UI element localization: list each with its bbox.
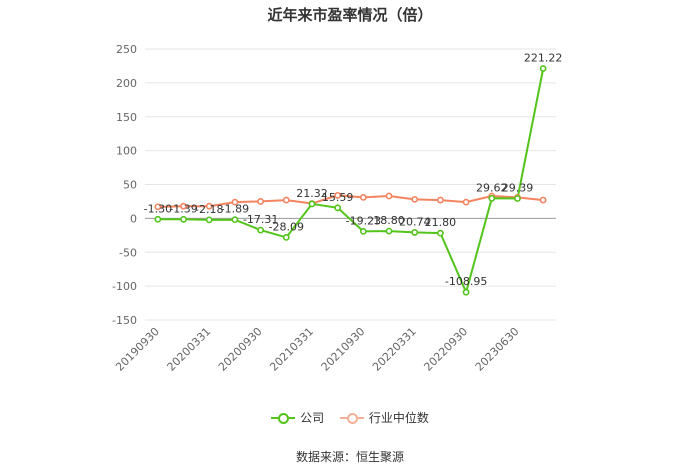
industry-data-point xyxy=(154,203,162,211)
company-data-label: 15.59 xyxy=(322,191,354,204)
x-tick-label: 20210930 xyxy=(319,325,368,374)
company-data-label: -1.89 xyxy=(221,203,249,216)
y-tick-label: 250 xyxy=(116,43,137,56)
company-data-point xyxy=(411,229,419,236)
company-data-label: -28.09 xyxy=(269,220,304,233)
company-series-line xyxy=(157,68,545,296)
legend-company-marker xyxy=(271,412,296,424)
x-tick-label: 20220331 xyxy=(370,325,419,374)
company-data-point xyxy=(180,215,187,223)
legend-item-industry[interactable]: 行业中位数 xyxy=(339,409,429,426)
y-tick-label: -50 xyxy=(119,246,137,259)
industry-data-point xyxy=(539,196,547,204)
company-data-point xyxy=(282,234,290,241)
company-data-label: -1.39 xyxy=(169,202,197,215)
industry-data-point xyxy=(385,192,393,200)
company-data-point xyxy=(437,229,444,237)
industry-data-point xyxy=(462,198,470,206)
y-tick-label: 100 xyxy=(116,145,137,158)
company-data-point xyxy=(539,65,547,72)
company-data-label: -2.18 xyxy=(195,203,223,216)
legend-company-label: 公司 xyxy=(300,411,325,425)
company-data-label: 20.74 xyxy=(399,215,431,228)
legend-item-company[interactable]: 公司 xyxy=(271,409,324,426)
company-data-point xyxy=(385,227,393,235)
company-data-point xyxy=(462,288,470,296)
company-data-point xyxy=(488,194,496,202)
company-data-point xyxy=(154,215,162,223)
y-tick-label: 0 xyxy=(130,212,137,225)
x-tick-label: 20210331 xyxy=(267,325,316,374)
company-data-label: 21.32 xyxy=(296,187,328,200)
company-data-point xyxy=(257,226,264,234)
company-data-label: 21.80 xyxy=(425,216,457,229)
company-data-label: -17.31 xyxy=(243,213,278,226)
x-tick-label: 20190930 xyxy=(113,325,162,374)
industry-data-point xyxy=(231,198,239,206)
company-data-point xyxy=(334,204,342,212)
company-data-point xyxy=(359,228,367,235)
y-tick-label: -150 xyxy=(112,314,137,327)
company-data-label: 29.39 xyxy=(502,181,534,194)
y-tick-label: 50 xyxy=(123,179,137,192)
company-data-point xyxy=(308,200,316,208)
company-data-label: 18.80 xyxy=(373,214,405,227)
industry-data-point xyxy=(334,191,342,199)
x-tick-label: 20230630 xyxy=(473,325,522,374)
company-data-label: 221.22 xyxy=(524,51,563,64)
company-data-label: 29.62 xyxy=(476,181,508,194)
company-data-label: -19.23 xyxy=(346,214,381,227)
company-data-label: -1.30 xyxy=(144,202,172,215)
industry-data-point xyxy=(282,196,290,204)
company-data-point xyxy=(514,195,521,202)
legend: 公司 行业中位数 xyxy=(0,409,700,427)
x-tick-label: 20220930 xyxy=(421,325,470,374)
industry-data-point xyxy=(257,198,264,205)
legend-industry-marker xyxy=(339,412,364,424)
y-tick-label: -100 xyxy=(112,280,137,293)
industry-series-line xyxy=(157,194,544,208)
company-data-point xyxy=(231,216,239,224)
company-data-point xyxy=(205,216,213,224)
industry-data-point xyxy=(437,196,444,204)
y-tick-label: 200 xyxy=(116,77,137,90)
chart-title: 近年来市盈率情况（倍） xyxy=(267,6,433,24)
industry-data-point xyxy=(205,202,213,210)
industry-data-point xyxy=(411,196,419,203)
industry-data-point xyxy=(180,202,187,210)
x-tick-label: 20200930 xyxy=(216,325,265,374)
legend-industry-label: 行业中位数 xyxy=(368,411,429,425)
x-tick-label: 20200331 xyxy=(165,325,214,374)
y-tick-label: 150 xyxy=(116,111,137,124)
data-source: 数据来源：恒生聚源 xyxy=(295,450,404,464)
company-data-label: -108.95 xyxy=(445,275,487,288)
industry-data-point xyxy=(359,193,367,201)
